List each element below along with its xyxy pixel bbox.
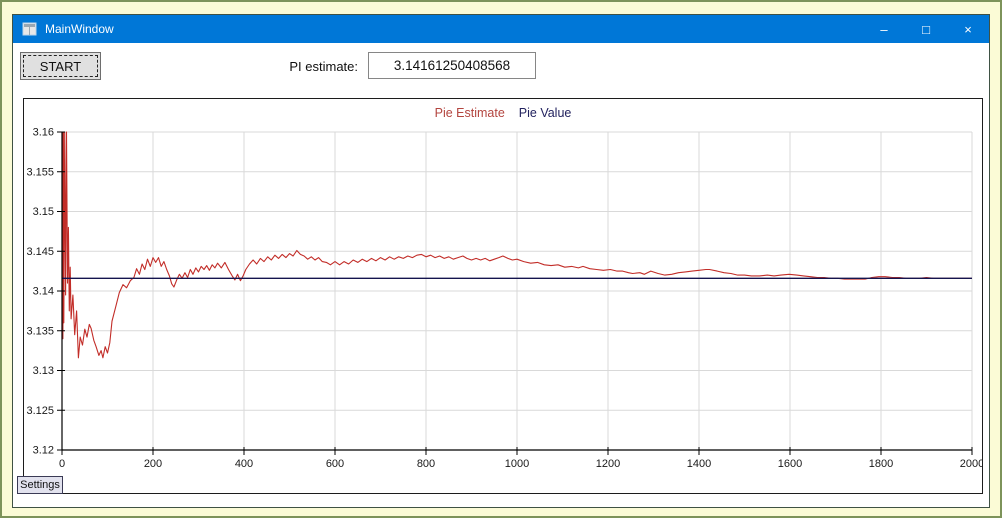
svg-text:3.135: 3.135 <box>26 325 54 337</box>
svg-text:3.125: 3.125 <box>26 405 54 417</box>
svg-text:3.15: 3.15 <box>33 206 54 218</box>
plot-surface[interactable]: 3.16 3.155 3.15 3.145 3.14 3.135 3.13 3.125 3.12… <box>24 99 982 493</box>
svg-text:2000: 2000 <box>960 458 982 470</box>
legend-pie-estimate: Pie Estimate <box>434 106 505 120</box>
svg-text:400: 400 <box>235 458 253 470</box>
svg-text:200: 200 <box>144 458 162 470</box>
svg-text:3.14: 3.14 <box>33 286 54 298</box>
svg-text:0: 0 <box>59 458 65 470</box>
pi-estimate-field[interactable] <box>368 52 536 79</box>
svg-text:3.12: 3.12 <box>33 445 54 457</box>
main-window: MainWindow – □ × START PI estimate: Pie … <box>12 14 990 508</box>
toolbar: START PI estimate: <box>13 43 989 98</box>
app-window-icon <box>22 22 37 36</box>
svg-text:600: 600 <box>326 458 344 470</box>
svg-text:800: 800 <box>417 458 435 470</box>
svg-text:1200: 1200 <box>596 458 620 470</box>
svg-text:3.145: 3.145 <box>26 246 54 258</box>
svg-text:1600: 1600 <box>778 458 802 470</box>
window-controls: – □ × <box>863 15 989 43</box>
svg-text:1400: 1400 <box>687 458 711 470</box>
svg-text:3.16: 3.16 <box>33 127 54 139</box>
minimize-button[interactable]: – <box>863 15 905 43</box>
svg-text:1000: 1000 <box>505 458 529 470</box>
settings-expander-button[interactable]: Settings <box>17 476 63 494</box>
pi-estimate-label: PI estimate: <box>289 59 358 74</box>
close-button[interactable]: × <box>947 15 989 43</box>
legend-pie-value: Pie Value <box>518 106 572 120</box>
start-button[interactable]: START <box>20 52 101 80</box>
chart-legend: Pie Estimate Pie Value <box>24 106 982 120</box>
window-title: MainWindow <box>45 22 114 36</box>
maximize-button[interactable]: □ <box>905 15 947 43</box>
svg-text:1800: 1800 <box>869 458 893 470</box>
svg-text:3.155: 3.155 <box>26 166 54 178</box>
svg-text:3.13: 3.13 <box>33 365 54 377</box>
chart-panel: Pie Estimate Pie Value 3.16 3.155 3.15 3.14… <box>23 98 983 494</box>
title-bar[interactable]: MainWindow – □ × <box>13 15 989 43</box>
